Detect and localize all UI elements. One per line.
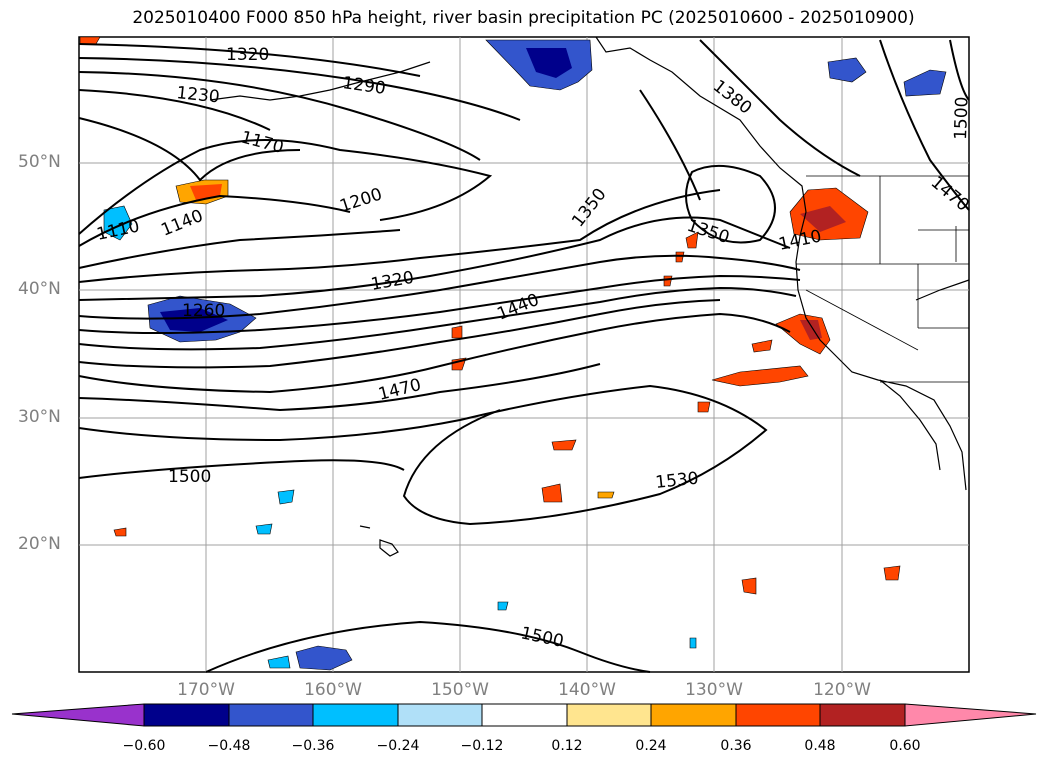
contour-label: 1260 xyxy=(182,301,225,321)
colorbar-tick: 0.12 xyxy=(551,738,583,754)
colorbar-tick: 0.60 xyxy=(889,738,921,754)
lon-label-160w: 160°W xyxy=(304,680,362,700)
map-title: 2025010400 F000 850 hPa height, river ba… xyxy=(132,8,915,28)
borders xyxy=(796,175,969,383)
precip-pos-socal xyxy=(711,365,809,387)
colorbar-extend-low xyxy=(11,703,145,727)
lon-label-150w: 150°W xyxy=(431,680,489,700)
colorbar-bin xyxy=(650,703,737,727)
map-frame xyxy=(78,36,970,673)
lat-label-40n: 40°N xyxy=(18,279,61,299)
colorbar-tick: −0.24 xyxy=(376,738,420,754)
colorbar-tick: 0.24 xyxy=(635,738,667,754)
colorbar-bin xyxy=(397,703,483,727)
colorbar-tick: −0.48 xyxy=(207,738,251,754)
colorbar-tick: 0.36 xyxy=(720,738,752,754)
colorbar-bin xyxy=(143,703,230,727)
precip-neg-w xyxy=(103,205,133,241)
graticule xyxy=(79,37,969,672)
lat-label-50n: 50°N xyxy=(18,152,61,172)
lon-label-120w: 120°W xyxy=(813,680,871,700)
colorbar-tick: −0.60 xyxy=(122,738,166,754)
colorbar xyxy=(11,703,1037,727)
lat-label-30n: 30°N xyxy=(18,407,61,427)
colorbar-bin xyxy=(481,703,568,727)
colorbar-bin xyxy=(566,703,652,727)
precip-shading xyxy=(79,36,947,671)
lon-label-170w: 170°W xyxy=(177,680,235,700)
colorbar-extend-high xyxy=(904,703,1037,727)
colorbar-bin xyxy=(312,703,399,727)
contour-label: 1530 xyxy=(654,469,699,493)
coastlines xyxy=(209,36,970,557)
colorbar-tick: −0.36 xyxy=(291,738,335,754)
colorbar-tick: −0.12 xyxy=(460,738,504,754)
colorbar-tick: 0.48 xyxy=(804,738,836,754)
colorbar-bin xyxy=(228,703,314,727)
lat-label-20n: 20°N xyxy=(18,534,61,554)
contour-label: 1230 xyxy=(175,83,220,107)
colorbar-bin xyxy=(819,703,906,727)
lon-label-140w: 140°W xyxy=(558,680,616,700)
colorbar-bin xyxy=(735,703,821,727)
lon-label-130w: 130°W xyxy=(685,680,743,700)
contour-label: 1500 xyxy=(168,467,211,487)
contour-label: 1500 xyxy=(951,96,972,140)
height-contours xyxy=(78,39,970,673)
contour-label: 1320 xyxy=(226,45,269,65)
